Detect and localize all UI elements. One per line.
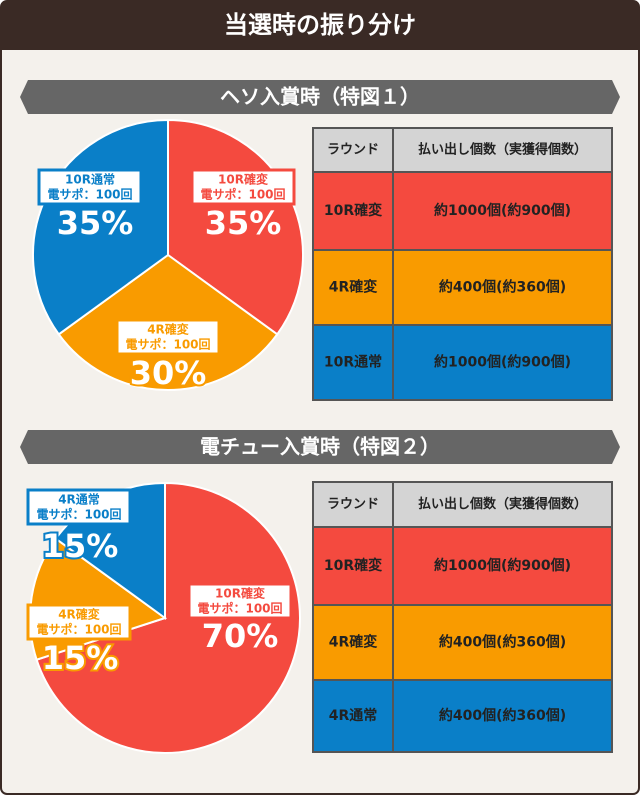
slice-name: 10R通常 <box>65 172 115 187</box>
section-banner <box>20 430 620 464</box>
cell-text: 4R確変 <box>329 634 378 651</box>
slice-sublabel: 電サポ：100回 <box>47 187 132 202</box>
header-band <box>1 1 639 50</box>
cell-text: 4R確変 <box>329 279 378 296</box>
table-row <box>312 324 613 401</box>
cell-text: 10R確変 <box>324 202 382 219</box>
slice-percent: 30% <box>130 354 207 392</box>
label-box <box>187 582 293 620</box>
slice-percent: 35% <box>205 204 282 242</box>
column-header: ラウンド <box>327 143 379 158</box>
label-box <box>37 168 143 206</box>
slice-percent: 70% <box>202 617 279 655</box>
cell-text: 約1000個(約900個) <box>434 557 571 574</box>
slice-sublabel: 電サポ：100回 <box>200 187 285 202</box>
cell-text: 約400個(約360個) <box>439 634 566 651</box>
cell-text: 10R通常 <box>324 354 382 371</box>
pie-slice <box>35 481 301 754</box>
slice-name: 4R確変 <box>147 322 190 337</box>
table-header <box>312 481 613 528</box>
table-row <box>312 171 613 251</box>
slice-percent: 15% <box>42 639 119 677</box>
section-title: 電チュー入賞時（特図２） <box>200 435 440 459</box>
section-title: ヘソ入賞時（特図１） <box>220 85 420 109</box>
slice-percent: 35% <box>57 204 134 242</box>
slice-name: 10R確変 <box>215 586 266 601</box>
table-row <box>312 679 613 753</box>
label-box <box>26 603 132 641</box>
cell-text: 4R通常 <box>329 707 378 724</box>
label-box <box>26 488 132 526</box>
page-title: 当選時の振り分け <box>224 11 416 39</box>
slice-percent: 15% <box>42 527 119 565</box>
label-box <box>190 168 296 206</box>
section-banner <box>20 80 620 114</box>
slice-name: 4R通常 <box>58 492 100 507</box>
slice-sublabel: 電サポ：100回 <box>125 337 210 352</box>
cell-text: 10R確変 <box>324 557 382 574</box>
slice-sublabel: 電サポ：100回 <box>197 601 282 616</box>
column-header: 払い出し個数（実獲得個数） <box>418 142 587 158</box>
column-header: ラウンド <box>327 497 379 512</box>
slice-name: 10R確変 <box>218 172 269 187</box>
cell-text: 約400個(約360個) <box>439 279 566 296</box>
label-box <box>115 318 221 356</box>
slice-name: 4R確変 <box>58 607 101 622</box>
slice-sublabel: 電サポ：100回 <box>36 507 121 522</box>
slice-sublabel: 電サポ：100回 <box>36 622 121 637</box>
table-row <box>312 526 613 606</box>
cell-text: 約1000個(約900個) <box>434 202 571 219</box>
cell-text: 約400個(約360個) <box>439 707 566 724</box>
column-header: 払い出し個数（実獲得個数） <box>418 496 587 512</box>
cell-text: 約1000個(約900個) <box>434 354 571 371</box>
